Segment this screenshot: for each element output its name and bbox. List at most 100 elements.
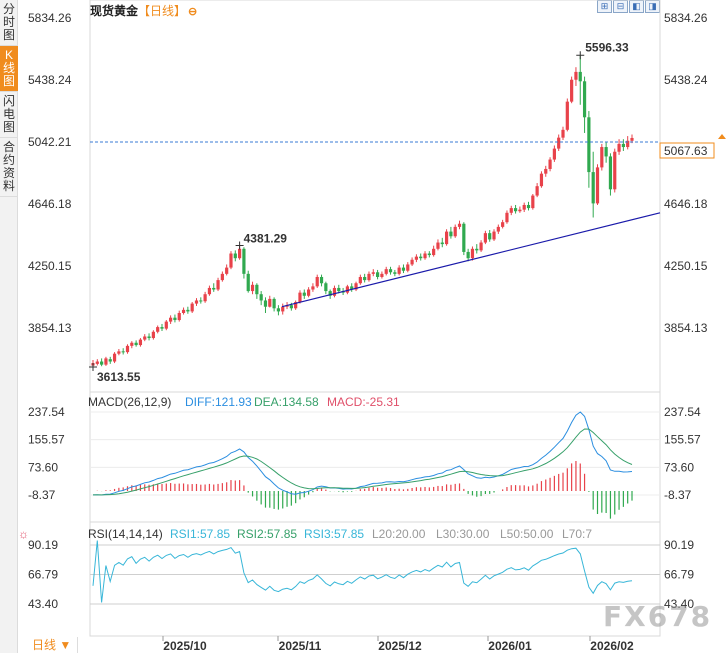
rsi-legend: ☼ RSI(14,14,14) RSI1:57.85 RSI2:57.85 RS…	[18, 527, 592, 541]
rsi-ref-l20: L20:20.00	[372, 527, 426, 541]
candle-body	[160, 327, 164, 329]
candle-body	[393, 272, 397, 274]
candle-body	[298, 292, 302, 303]
zoom-out-icon[interactable]: ⊟	[613, 0, 628, 13]
candle-body	[440, 242, 444, 245]
candle-body	[600, 147, 604, 168]
price-tick-right: 5834.26	[664, 11, 708, 25]
rsi-tick-right: 90.19	[664, 538, 694, 552]
macd-value: MACD:-25.31	[327, 395, 400, 409]
tab-timeshare[interactable]: 分时图	[0, 0, 18, 46]
candle-body	[345, 286, 350, 293]
candle-body	[177, 312, 181, 321]
candle-body	[518, 209, 522, 212]
candle-body	[582, 81, 587, 118]
tab-flash[interactable]: 闪电图	[0, 92, 18, 138]
macd-tick-right: 155.57	[664, 433, 701, 447]
candle-body	[630, 137, 634, 141]
x-tick-label: 2026/01	[488, 639, 532, 653]
rsi-line	[92, 540, 633, 603]
instrument-name: 现货黄金	[90, 4, 139, 18]
price-tick-right: 5438.24	[664, 73, 708, 87]
candle-body	[130, 342, 134, 346]
chart-title: 现货黄金【日线】 ⊖	[90, 2, 197, 19]
candle-body	[483, 233, 487, 243]
candle-body	[164, 321, 168, 329]
candle-body	[354, 283, 358, 290]
candle-body	[604, 147, 608, 157]
candle-body	[173, 317, 177, 321]
settings-gear-icon[interactable]: ☼	[18, 527, 29, 541]
candle-body	[117, 351, 121, 354]
candle-body	[432, 248, 436, 256]
candle-body	[578, 71, 582, 82]
macd-tick-left: 73.60	[28, 460, 58, 474]
x-tick-label: 2025/12	[378, 639, 422, 653]
candle-body	[229, 253, 233, 268]
candle-body	[626, 140, 630, 148]
rsi-tick-right: 66.79	[664, 568, 694, 582]
candle-body	[475, 248, 479, 251]
rsi-pane-frame	[89, 521, 661, 637]
candle-body	[436, 242, 440, 249]
candle-body	[505, 212, 509, 223]
candle-body	[427, 253, 431, 256]
candle-body	[121, 351, 125, 353]
candle-body	[522, 204, 526, 210]
candle-body	[526, 204, 531, 209]
candle-body	[466, 251, 470, 259]
price-tick-left: 3854.13	[28, 321, 72, 335]
price-tick-left: 4250.15	[28, 259, 72, 273]
candle-body	[194, 300, 199, 304]
candle-body	[319, 276, 324, 284]
candle-body	[125, 345, 130, 353]
macd-tick-left: 155.57	[28, 433, 65, 447]
candle-body	[401, 267, 406, 271]
rsi2-label: RSI2:57.85	[237, 527, 297, 541]
candle-body	[108, 359, 112, 362]
macd-diff-line	[92, 411, 633, 496]
refresh-icon[interactable]: ⊖	[188, 6, 198, 18]
price-tick-left: 5042.21	[28, 135, 72, 149]
candle-body	[621, 143, 625, 148]
candle-body	[591, 172, 595, 204]
price-tick-right: 4646.18	[664, 197, 708, 211]
candle-body	[143, 336, 147, 340]
candle-body	[242, 248, 246, 274]
price-annotation: 4381.29	[244, 232, 288, 246]
candle-body	[220, 273, 224, 281]
candle-body	[367, 273, 371, 281]
price-annotation: 3613.55	[97, 370, 141, 384]
candle-body	[169, 317, 173, 322]
tab-kline[interactable]: K线图	[0, 46, 18, 92]
candle-body	[289, 305, 293, 309]
tab-contract-info[interactable]: 合约资料	[0, 138, 18, 197]
trend-line	[281, 212, 661, 308]
macd-diff: DIFF:121.93	[185, 395, 252, 409]
rsi-ref-l50: L50:50.00	[500, 527, 554, 541]
candle-body	[565, 101, 569, 130]
period-button[interactable]: 日线 ▼	[28, 637, 78, 653]
price-tick-left: 4646.18	[28, 197, 72, 211]
macd-title: MACD(26,12,9)	[88, 395, 171, 409]
rsi-title: RSI(14,14,14)	[88, 527, 163, 541]
candle-body	[574, 71, 578, 80]
candle-body	[259, 294, 263, 301]
macd-tick-left: 237.54	[28, 405, 65, 419]
candle-body	[216, 280, 220, 290]
rsi-ref-l70: L70:7	[562, 527, 592, 541]
rsi1-label: RSI1:57.85	[170, 527, 230, 541]
sidebar-tabs: 分时图 K线图 闪电图 合约资料	[0, 0, 18, 653]
candle-body	[203, 294, 207, 302]
candle-body	[617, 143, 621, 152]
price-pane-frame	[89, 0, 661, 393]
candle-body	[509, 208, 513, 213]
candle-body	[457, 223, 462, 227]
rsi3-label: RSI3:57.85	[304, 527, 364, 541]
x-tick-label: 2026/02	[590, 639, 634, 653]
macd-legend: MACD(26,12,9) DIFF:121.93 DEA:134.58 MAC…	[88, 395, 400, 409]
candle-body	[384, 269, 388, 274]
rsi-tick-right: 43.40	[664, 597, 694, 611]
candle-body	[488, 233, 492, 240]
